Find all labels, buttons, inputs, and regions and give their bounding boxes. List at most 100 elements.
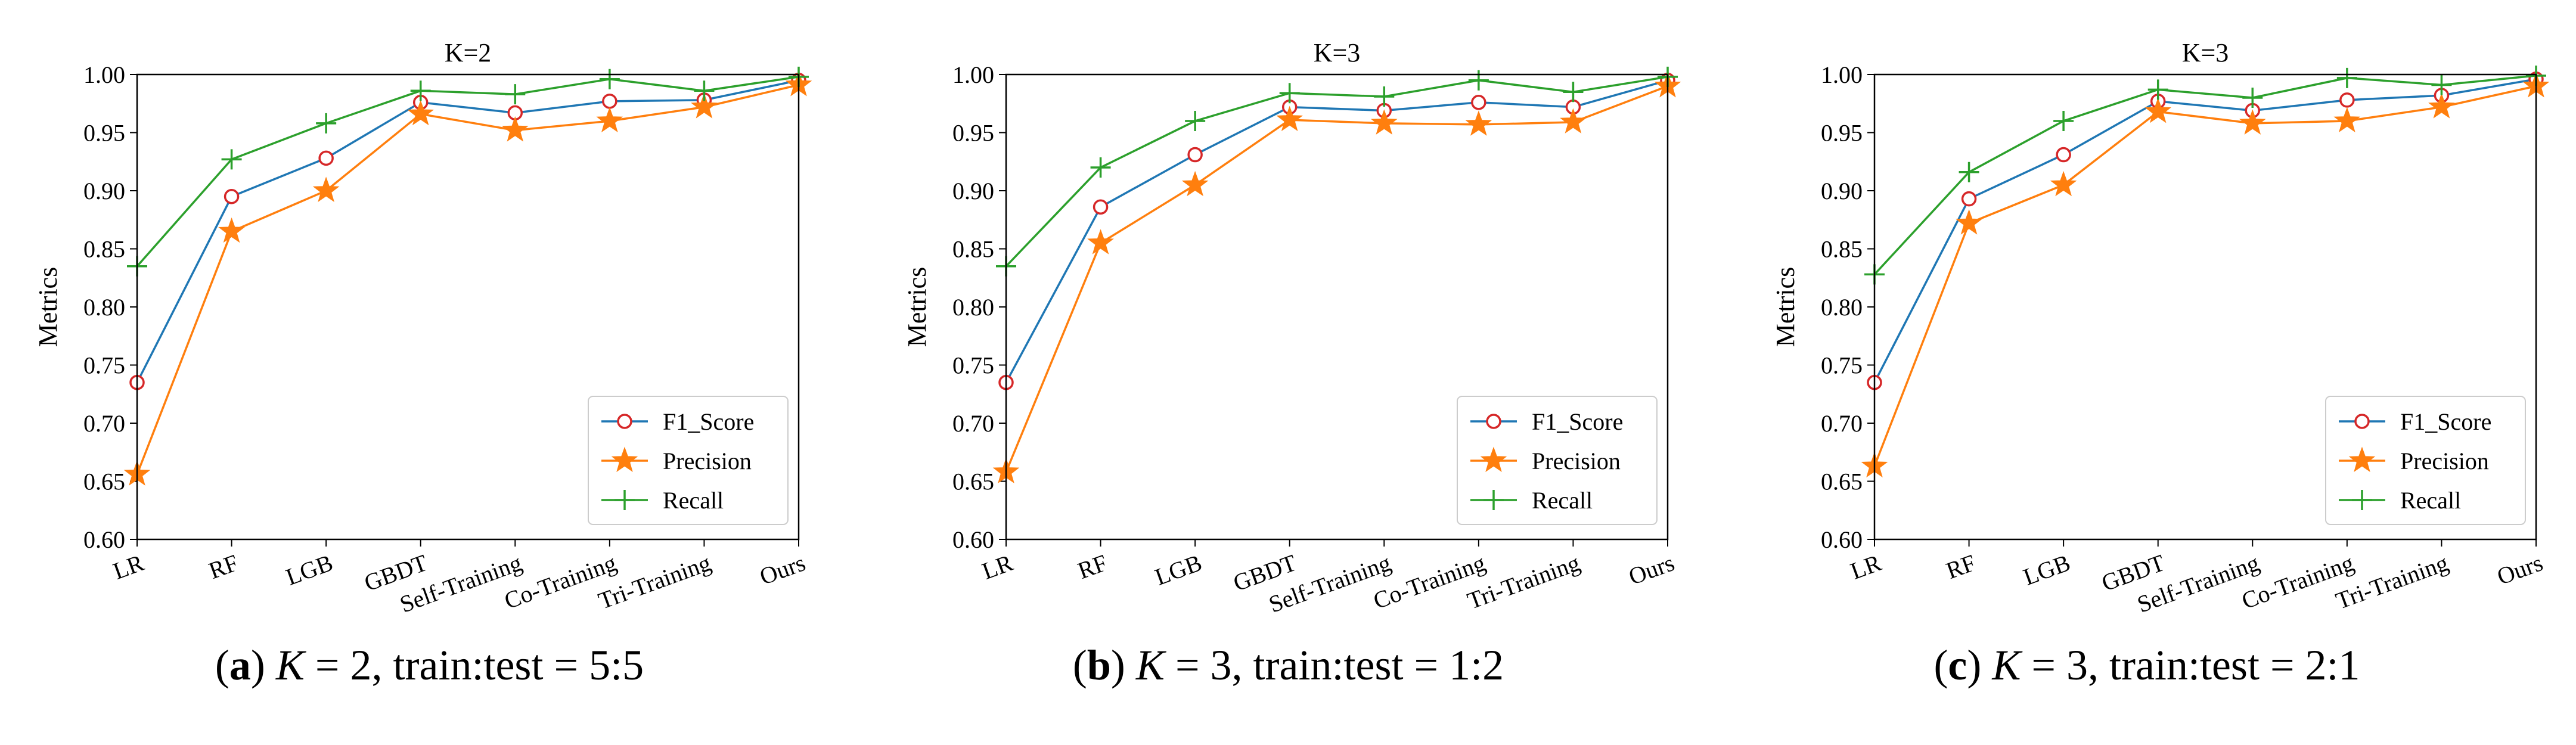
caption-a: (a) K = 2, train:test = 5:5 <box>215 641 644 689</box>
chart-panel-b: K=3 Metrics 0.60 0.65 0.70 0.75 0.80 0.85 0.90 0.… <box>902 38 1681 618</box>
caption-b-text: = 3, train:test = 1:2 <box>1164 641 1504 689</box>
x-tick-label: Ours <box>756 549 809 590</box>
series-line <box>1873 85 2537 467</box>
data-point <box>2050 170 2077 197</box>
x-tick-label: Ours <box>2494 549 2546 590</box>
data-point <box>2242 88 2263 108</box>
x-tick-label: RF <box>1074 549 1110 584</box>
series-line <box>136 83 799 475</box>
caption-c-letter: c <box>1948 641 1967 689</box>
data-point <box>2339 92 2355 108</box>
data-point <box>2239 109 2266 135</box>
data-point <box>1187 147 1203 163</box>
y-tick-label: 0.85 <box>1821 236 1863 263</box>
y-axis-label: Metrics <box>1771 267 1800 347</box>
plot-frame <box>1873 73 2537 541</box>
data-point <box>602 94 617 109</box>
legend-marker <box>2352 490 2372 510</box>
y-tick-label: 0.70 <box>952 410 994 437</box>
data-point <box>1959 162 1979 182</box>
y-tick-label: 0.85 <box>952 236 994 263</box>
series-line <box>1873 78 2537 383</box>
y-tick-label: 0.60 <box>952 526 994 553</box>
data-point <box>1956 209 1982 235</box>
data-point <box>2428 93 2455 119</box>
y-tick-label: 0.60 <box>1821 526 1863 553</box>
legend-box <box>1457 396 1658 525</box>
data-point <box>502 116 529 142</box>
y-tick-label: 0.80 <box>83 294 125 321</box>
x-tick-label: RF <box>205 549 241 584</box>
data-point <box>1279 83 1300 104</box>
caption-a-letter: a <box>229 641 251 689</box>
data-point <box>1181 170 1209 197</box>
data-point <box>218 217 245 243</box>
y-tick-label: 0.75 <box>952 352 994 379</box>
y-tick-label: 0.90 <box>1821 178 1863 204</box>
data-point <box>407 100 434 126</box>
x-tick-label: LGB <box>2020 549 2074 591</box>
series-line <box>1005 76 1668 268</box>
y-tick-label: 0.95 <box>83 120 125 147</box>
legend-marker <box>1483 490 1504 510</box>
data-point <box>1468 70 1489 91</box>
x-tick-label: LGB <box>1152 549 1206 591</box>
x-tick-label: LGB <box>283 549 337 591</box>
legend-marker <box>2354 414 2370 429</box>
data-point <box>2431 74 2452 95</box>
legend-marker <box>611 446 638 472</box>
data-point <box>2333 107 2361 133</box>
legend-marker <box>1480 446 1507 472</box>
data-point <box>1471 95 1486 110</box>
y-tick-label: 0.95 <box>1821 120 1863 147</box>
data-point <box>694 80 715 101</box>
plot-frame <box>1005 73 1669 541</box>
caption-b: (b) K = 3, train:test = 1:2 <box>1072 641 1504 689</box>
y-tick-label: 0.70 <box>83 410 125 437</box>
legend-label: F1_Score <box>2400 408 2491 435</box>
data-point <box>1563 82 1584 103</box>
data-point <box>2053 111 2074 131</box>
series-line <box>136 76 799 267</box>
caption-c-k: K <box>1992 641 2021 689</box>
chart-panel-a: K=2 Metrics 0.60 0.65 0.70 0.75 0.80 0.85 0.90 0.… <box>33 38 812 618</box>
series-line <box>1873 74 2537 275</box>
y-tick-label: 0.75 <box>1821 352 1863 379</box>
y-tick-label: 0.95 <box>952 120 994 147</box>
data-point <box>1961 191 1977 207</box>
data-point <box>596 107 623 133</box>
data-point <box>410 80 431 101</box>
data-point <box>1087 229 1114 254</box>
y-tick-label: 0.60 <box>83 526 125 553</box>
data-point <box>1371 109 1398 135</box>
data-point <box>2147 79 2168 100</box>
data-point <box>1093 199 1109 215</box>
caption-a-k: K <box>275 641 305 689</box>
legend-box <box>2325 396 2526 525</box>
y-axis-label: Metrics <box>33 267 63 347</box>
chart-title: K=3 <box>2182 38 2229 67</box>
series-precision <box>123 71 812 486</box>
data-point <box>1276 105 1303 131</box>
y-tick-label: 0.85 <box>83 236 125 263</box>
legend-label: Recall <box>663 487 724 514</box>
data-point <box>1374 86 1395 107</box>
legend: F1_Score Precision Recall <box>1457 396 1658 525</box>
y-tick-label: 0.80 <box>1821 294 1863 321</box>
legend: F1_Score Precision Recall <box>2325 396 2526 525</box>
data-point <box>1185 111 1206 131</box>
x-tick-label: LR <box>1847 549 1885 585</box>
chart-title: K=2 <box>445 38 492 67</box>
caption-b-letter: b <box>1087 641 1111 689</box>
y-tick-label: 0.65 <box>83 468 125 495</box>
y-tick-label: 0.65 <box>952 468 994 495</box>
y-tick-label: 1.00 <box>83 61 125 88</box>
caption-b-k: K <box>1135 641 1165 689</box>
data-point <box>2056 147 2071 163</box>
data-point <box>599 69 620 89</box>
series-f1-score <box>1867 72 2544 390</box>
caption-a-text: = 2, train:test = 5:5 <box>304 641 644 689</box>
y-tick-label: 1.00 <box>1821 61 1863 88</box>
legend-marker <box>614 490 635 510</box>
